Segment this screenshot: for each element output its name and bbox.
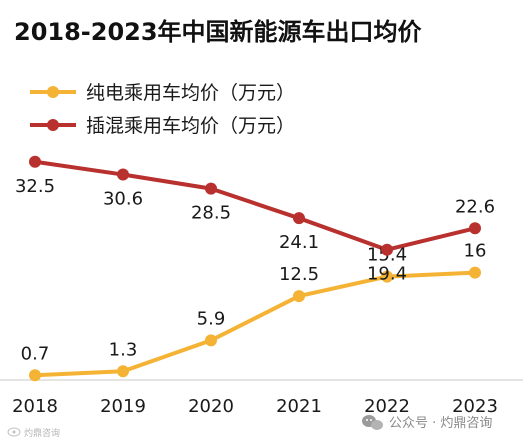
x-tick-label-2019: 2019 <box>100 396 146 417</box>
data-label-pure-ev-2019: 1.3 <box>109 339 138 360</box>
wechat-icon <box>362 415 383 430</box>
data-point-pure-ev-2019 <box>117 365 129 378</box>
data-label-pure-ev-2023: 16 <box>464 241 487 262</box>
data-point-phev-2021 <box>293 212 305 225</box>
legend-item-pure-ev: 纯电乘用车均价（万元） <box>30 82 295 104</box>
plot-area: 0.71.35.912.515.41632.530.628.524.119.42… <box>15 155 495 382</box>
series-line-pure-ev <box>34 270 476 378</box>
data-label-pure-ev-2018: 0.7 <box>21 343 50 364</box>
data-point-pure-ev-2022 <box>381 270 393 283</box>
chart-title: 2018-2023年中国新能源车出口均价 <box>14 18 423 46</box>
x-tick-label-2023: 2023 <box>452 396 498 417</box>
data-point-phev-2022 <box>381 243 393 256</box>
data-point-pure-ev-2020 <box>205 334 217 347</box>
legend: 纯电乘用车均价（万元） 插混乘用车均价（万元） <box>30 82 295 137</box>
data-label-phev-2023: 22.6 <box>455 196 495 217</box>
watermark-left: 灼鼎咨询 <box>7 427 60 439</box>
x-tick-labels: 2018 2019 2020 2021 2022 2023 <box>12 396 498 417</box>
data-label-pure-ev-2021: 12.5 <box>279 264 319 285</box>
series-line-phev <box>34 159 476 252</box>
data-point-phev-2020 <box>205 182 217 195</box>
data-label-phev-2021: 24.1 <box>279 232 319 253</box>
data-label-phev-2018: 32.5 <box>15 176 55 197</box>
watermark-right: 公众号 · 灼鼎咨询 <box>362 415 492 431</box>
data-point-pure-ev-2021 <box>293 290 305 303</box>
legend-label-phev: 插混乘用车均价（万元） <box>86 115 295 137</box>
x-tick-label-2020: 2020 <box>188 396 234 417</box>
legend-label-pure-ev: 纯电乘用车均价（万元） <box>86 82 295 104</box>
x-tick-label-2018: 2018 <box>12 396 58 417</box>
data-point-phev-2019 <box>117 168 129 181</box>
legend-item-phev: 插混乘用车均价（万元） <box>30 115 295 137</box>
weibo-icon <box>7 427 21 437</box>
legend-marker-phev <box>47 119 59 131</box>
legend-marker-pure-ev <box>47 86 59 98</box>
data-label-pure-ev-2020: 5.9 <box>197 308 226 329</box>
watermark-text: 公众号 · 灼鼎咨询 <box>389 416 492 431</box>
data-label-phev-2022: 19.4 <box>367 264 407 285</box>
data-label-phev-2019: 30.6 <box>103 189 143 210</box>
data-point-phev-2018 <box>29 155 41 168</box>
data-point-pure-ev-2023 <box>469 266 481 279</box>
data-point-pure-ev-2018 <box>29 369 41 382</box>
data-label-phev-2020: 28.5 <box>191 203 231 224</box>
watermark-left-text: 灼鼎咨询 <box>24 427 60 439</box>
x-tick-label-2022: 2022 <box>364 396 410 417</box>
data-point-phev-2023 <box>469 222 481 235</box>
x-tick-label-2021: 2021 <box>276 396 322 417</box>
